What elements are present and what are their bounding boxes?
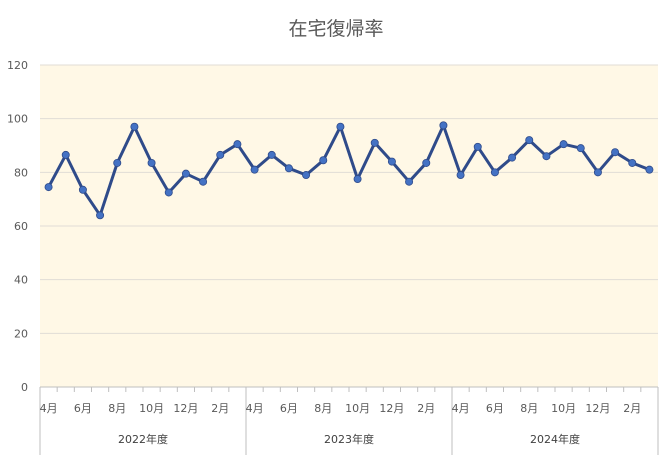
x-tick-label: 12月 [379,402,404,415]
x-tick-label: 8月 [520,402,538,415]
data-point [336,122,345,131]
x-tick-label: 4月 [40,402,58,415]
y-tick-label-60: 60 [14,220,28,233]
x-axis: 4月 6月 8月 10月 12月 2月 4月 6月 8月 10月 12月 2月 4月 6月 8月 10月 12月… [39,386,659,455]
x-tick-label: 2月 [623,402,641,415]
y-axis-ticks: 0 20 40 60 80 100 120 [7,59,28,394]
x-tick-label: 12月 [173,402,198,415]
data-point [199,177,208,186]
data-point [370,138,379,147]
data-point [405,177,414,186]
data-point [456,171,465,180]
data-point [130,122,139,131]
data-point [473,142,482,151]
data-point [96,211,105,220]
data-point [284,164,293,173]
data-point [439,121,448,130]
x-tick-label: 4月 [246,402,264,415]
data-point [508,153,517,162]
data-point [422,158,431,167]
series-markers [44,121,654,220]
y-tick-label-80: 80 [14,166,28,179]
data-point [611,148,620,157]
data-point [628,158,637,167]
x-year-label: 2022年度 [118,432,168,446]
data-point [78,185,87,194]
data-point [181,169,190,178]
data-point [44,183,53,192]
data-point [576,144,585,153]
x-tick-label: 6月 [74,402,92,415]
x-tick-label: 10月 [139,402,164,415]
data-point [113,158,122,167]
data-point [302,171,311,180]
data-point [61,150,70,159]
y-tick-label-100: 100 [7,113,28,126]
data-point [147,158,156,167]
data-point [490,168,499,177]
data-point [267,150,276,159]
x-tick-label: 8月 [314,402,332,415]
data-point [525,136,534,145]
data-point [542,152,551,161]
x-tick-label: 8月 [108,402,126,415]
x-year-label: 2024年度 [530,432,580,446]
x-tick-label: 2月 [417,402,435,415]
y-tick-label-120: 120 [7,59,28,72]
data-point [216,150,225,159]
data-point [319,156,328,165]
data-point [387,157,396,166]
y-tick-label-0: 0 [21,381,28,394]
x-tick-label: 10月 [551,402,576,415]
x-tick-label: 6月 [280,402,298,415]
data-point [353,175,362,184]
x-tick-label: 4月 [452,402,470,415]
data-point [559,140,568,149]
y-tick-label-40: 40 [14,274,28,287]
data-point [250,165,259,174]
data-point [593,168,602,177]
x-tick-label: 2月 [211,402,229,415]
chart-title: 在宅復帰率 [288,18,383,40]
x-tick-label: 12月 [585,402,610,415]
data-point [233,140,242,149]
x-year-label: 2023年度 [324,432,374,446]
y-tick-label-20: 20 [14,327,28,340]
data-point [645,165,654,174]
x-tick-label: 10月 [345,402,370,415]
x-tick-label: 6月 [486,402,504,415]
data-point [164,188,173,197]
